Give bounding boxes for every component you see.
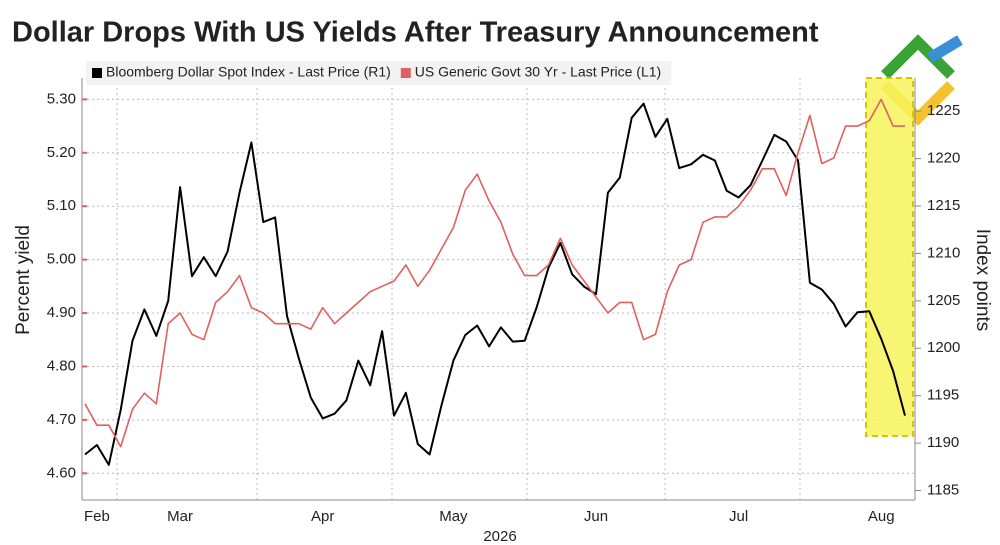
y2-tick-label: 1185 [927, 481, 959, 498]
y-tick-label: 5.00 [47, 251, 76, 268]
y2-axis-title: Index points [972, 229, 993, 331]
legend-swatch [92, 68, 102, 78]
y-tick-label: 4.70 [47, 411, 76, 428]
y2-tick-label: 1205 [927, 292, 960, 309]
chart-title: Dollar Drops With US Yields After Treasu… [12, 17, 819, 49]
y-tick-label: 5.10 [47, 197, 76, 214]
y-tick-label: 4.60 [47, 464, 76, 481]
x-tick-label: Feb [84, 508, 110, 525]
logo-blue [927, 35, 963, 63]
line-series [84, 102, 906, 466]
y-tick-label: 5.30 [47, 90, 76, 107]
x-tick-label: Jun [584, 508, 608, 525]
x-tick-label: Aug [868, 508, 895, 525]
logo-green [881, 34, 955, 79]
x-tick-label: Apr [311, 508, 334, 525]
y-tick-label: 4.80 [47, 357, 76, 374]
x-tick-label: May [439, 508, 468, 525]
highlight-box [865, 77, 914, 437]
y2-tick-label: 1210 [927, 244, 960, 261]
line-series [84, 98, 905, 448]
y-axis-title: Percent yield [13, 225, 34, 335]
y2-tick-label: 1220 [927, 150, 960, 167]
legend-label: Bloomberg Dollar Spot Index - Last Price… [106, 64, 391, 80]
y-tick-label: 4.90 [47, 304, 76, 321]
x-tick-label: Jul [729, 508, 748, 525]
y2-tick-label: 1215 [927, 197, 960, 214]
y2-tick-label: 1190 [927, 434, 959, 451]
y-tick-label: 5.20 [47, 144, 76, 161]
y2-tick-label: 1200 [927, 339, 960, 356]
x-tick-label: Mar [167, 508, 193, 525]
legend-box [86, 61, 672, 85]
y2-tick-label: 1225 [927, 102, 960, 119]
legend-label: US Generic Govt 30 Yr - Last Price (L1) [415, 64, 661, 80]
x-axis-title: 2026 [483, 528, 516, 545]
legend-swatch [400, 68, 411, 78]
y2-tick-label: 1195 [927, 387, 959, 404]
